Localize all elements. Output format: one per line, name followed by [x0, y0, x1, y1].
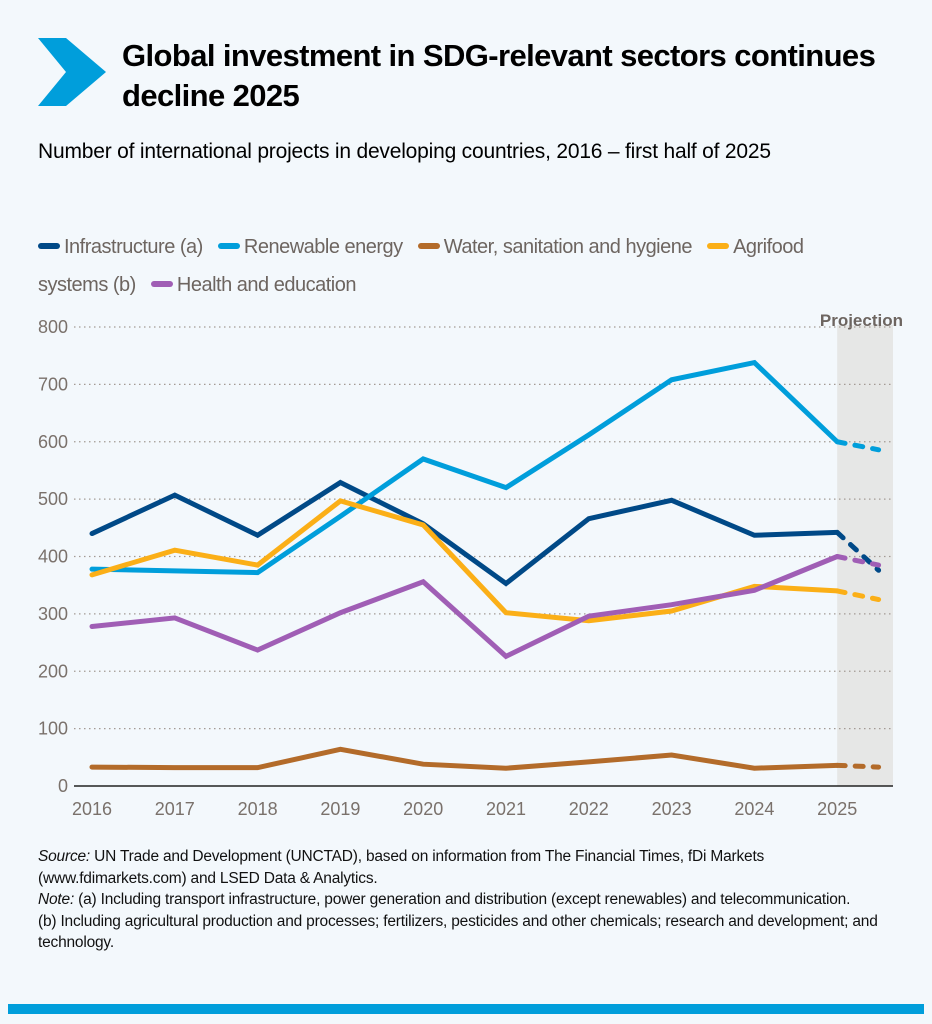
x-tick-label: 2016 [72, 799, 112, 819]
series-line-1 [89, 359, 840, 576]
legend-item: Water, sanitation and hygiene [417, 236, 693, 258]
note-b: (b) Including agricultural production an… [38, 912, 878, 952]
legend-swatch [417, 242, 440, 249]
legend-label: Health and education [176, 274, 357, 296]
x-tick-label: 2025 [817, 799, 857, 819]
chevron-logo-icon [38, 38, 106, 106]
legend-item: Renewable energy [217, 236, 403, 258]
y-tick-label: 100 [38, 719, 68, 739]
legend-label: Infrastructure (a) [64, 236, 203, 258]
x-tick-label: 2023 [652, 799, 692, 819]
projection-line-4 [834, 554, 882, 568]
projection-line-3 [834, 588, 882, 603]
y-tick-label: 500 [38, 489, 68, 509]
x-tick-label: 2018 [238, 799, 278, 819]
chart-title: Global investment in SDG-relevant sector… [122, 38, 876, 113]
legend-label: Water, sanitation and hygiene [443, 236, 693, 258]
source-note: Source: UN Trade and Development (UNCTAD… [38, 848, 765, 887]
series-line-3 [89, 498, 840, 624]
x-tick-label: 2021 [486, 799, 526, 819]
legend-swatch [707, 242, 730, 249]
x-tick-label: 2017 [155, 799, 195, 819]
legend-swatch [150, 280, 173, 287]
projection-label: Projection [820, 311, 903, 330]
x-tick-label: 2020 [403, 799, 443, 819]
y-tick-label: 0 [58, 776, 68, 796]
footer-accent-bar [8, 1004, 924, 1014]
y-tick-label: 300 [38, 604, 68, 624]
x-tick-label: 2024 [734, 799, 774, 819]
y-tick-label: 600 [38, 432, 68, 452]
projection-line-0 [834, 529, 882, 573]
legend-swatch [38, 242, 60, 249]
y-tick-label: 800 [38, 317, 68, 337]
x-tick-label: 2019 [320, 799, 360, 819]
legend-swatch [217, 242, 240, 249]
y-tick-label: 700 [38, 374, 68, 394]
chart-subtitle: Number of international projects in deve… [38, 140, 771, 163]
legend: Infrastructure (a) Renewable energy Wate… [38, 228, 868, 304]
footnotes: Source: UN Trade and Development (UNCTAD… [38, 846, 908, 954]
line-chart: Projection 0 100 200 300 400 500 600 700 800 2016 2… [38, 311, 903, 819]
y-tick-label: 200 [38, 661, 68, 681]
series-line-2 [89, 746, 840, 771]
series-line-0 [89, 479, 840, 587]
note-a: Note: (a) Including transport infrastruc… [38, 891, 851, 908]
projection-line-2 [834, 762, 882, 770]
legend-label: Renewable energy [243, 236, 403, 258]
y-tick-label: 400 [38, 547, 68, 567]
legend-item: Agrifood systems (b) [38, 236, 804, 296]
series-line-4 [89, 554, 840, 660]
projection-line-1 [834, 439, 882, 453]
legend-item: Infrastructure (a) [38, 236, 203, 258]
legend-item: Health and education [150, 274, 357, 296]
x-tick-label: 2022 [569, 799, 609, 819]
legend-label: Agrifood systems (b) [38, 236, 804, 296]
